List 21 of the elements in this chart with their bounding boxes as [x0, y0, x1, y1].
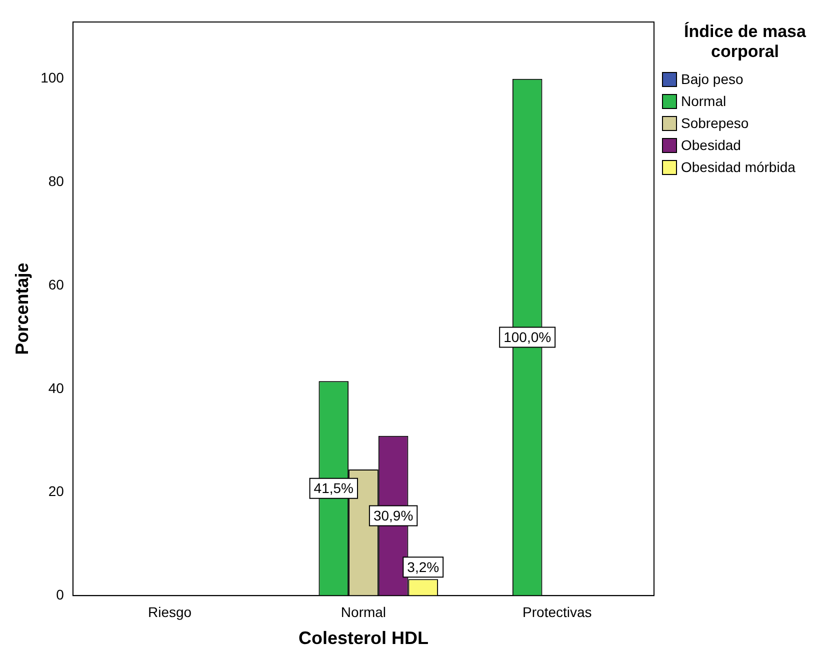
- y-tick-label: 100: [40, 70, 64, 86]
- y-tick-label: 60: [48, 276, 64, 292]
- y-tick-label: 40: [48, 380, 64, 396]
- data-label: 100,0%: [504, 329, 552, 346]
- x-tick-label: Protectivas: [522, 604, 592, 620]
- data-label: 3,2%: [407, 558, 440, 575]
- y-tick-label: 20: [48, 483, 64, 500]
- legend-title: Índice de masa corporal: [683, 22, 807, 62]
- data-label: 41,5%: [314, 480, 354, 496]
- legend-label: Obesidad mórbida: [681, 159, 796, 175]
- legend-label: Bajo peso: [681, 71, 744, 87]
- data-label: 30,9%: [373, 508, 414, 524]
- x-tick-label: Normal: [340, 604, 386, 620]
- x-tick-label: Riesgo: [148, 604, 192, 620]
- legend-label: Sobrepeso: [681, 115, 749, 131]
- legend-label: Obesidad: [681, 137, 741, 153]
- legend-label: Normal: [681, 93, 726, 109]
- y-tick-label: 0: [56, 586, 64, 602]
- y-axis-title: Porcentaje: [12, 262, 32, 355]
- y-tick-label: 80: [48, 173, 64, 190]
- x-axis-title: Colesterol HDL: [298, 628, 428, 648]
